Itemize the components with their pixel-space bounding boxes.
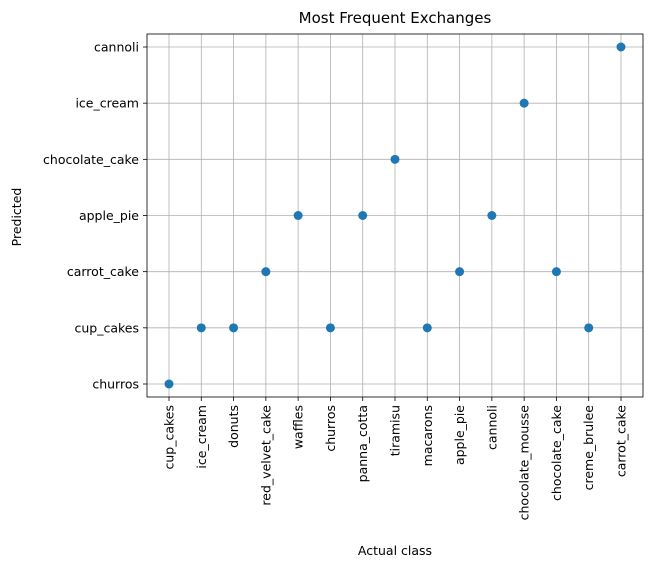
data-point [519,98,529,108]
x-tick-label: apple_pie [452,405,467,465]
x-tick-label: creme_brulee [581,405,596,491]
x-axis-label: Actual class [358,543,432,558]
x-tick-label: waffles [291,405,306,449]
data-points [164,42,626,389]
data-point [422,323,432,333]
data-point [293,211,303,220]
x-tick-label: red_velvet_cake [258,405,273,506]
y-tick-label: churros [92,377,139,392]
y-tick-label: apple_pie [79,208,139,223]
x-tick-label: donuts [226,405,241,448]
y-tick-label: cup_cakes [74,320,139,335]
x-tick-label: carrot_cake [614,405,629,477]
x-tick-label: cup_cakes [162,405,177,470]
x-tick-label: macarons [420,405,435,466]
data-point [261,267,271,277]
x-tick-label: chocolate_cake [549,405,564,501]
y-tick-label: chocolate_cake [43,152,139,167]
axis-ticks: cup_cakes ice_cream donuts red_velvet_cake w… [43,40,628,521]
data-point [164,379,174,389]
y-tick-label: ice_cream [75,96,139,111]
x-tick-label: cannoli [484,405,499,450]
x-tick-label: churros [323,405,338,452]
chart-title: Most Frequent Exchanges [299,9,492,27]
y-tick-label: carrot_cake [67,264,139,279]
data-point [455,267,465,277]
x-tick-label: tiramisu [388,405,403,456]
data-point [487,211,497,220]
data-point [390,154,400,164]
data-point [229,323,239,333]
x-tick-label: ice_cream [194,405,209,469]
x-tick-label: chocolate_mousse [517,405,532,521]
y-tick-label: cannoli [94,40,139,55]
grid-lines [147,34,643,397]
data-point [196,323,206,333]
data-point [325,323,335,333]
x-tick-label: panna_cotta [355,405,370,482]
data-point [616,42,626,52]
data-point [584,323,594,333]
data-point [358,211,368,220]
y-axis-label: Predicted [9,188,24,247]
data-point [551,267,561,277]
